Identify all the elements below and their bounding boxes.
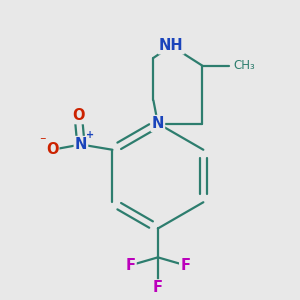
Text: NH: NH	[159, 38, 184, 53]
Text: O: O	[46, 142, 58, 157]
Text: N: N	[75, 137, 87, 152]
Text: ⁻: ⁻	[39, 135, 46, 148]
Text: F: F	[153, 280, 163, 295]
Text: F: F	[180, 258, 190, 273]
Text: N: N	[152, 116, 164, 131]
Text: CH₃: CH₃	[233, 59, 255, 72]
Text: F: F	[126, 258, 136, 273]
Text: O: O	[72, 108, 85, 123]
Text: +: +	[86, 130, 94, 140]
